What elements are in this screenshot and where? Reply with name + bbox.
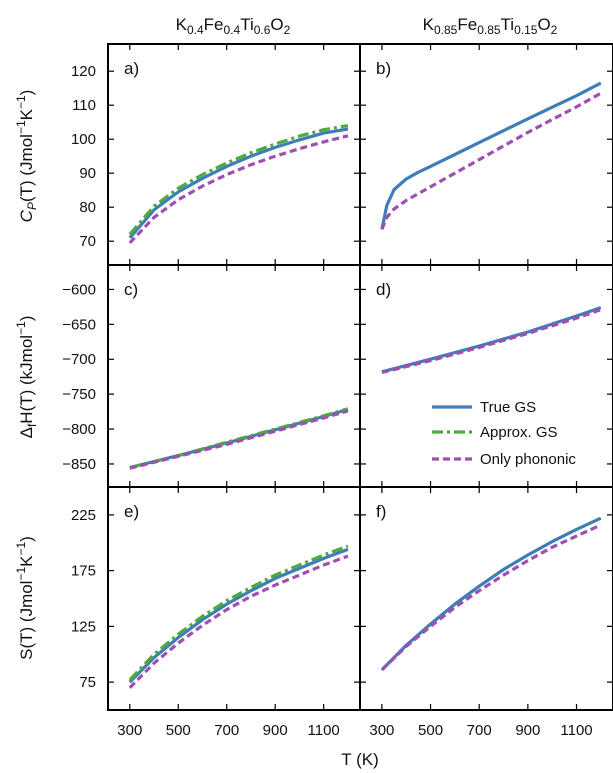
x-tick-label: 500	[166, 722, 191, 739]
series-line-only-phonon	[128, 134, 349, 245]
y-label-s: S(T) (Jmol−1K−1)	[14, 536, 36, 660]
panel-c: −600 −650 −700 −750 −800 −850 c)	[62, 264, 361, 488]
y-tick-label: 75	[79, 674, 96, 691]
series-line-true-gs	[128, 127, 349, 239]
panel-f: 300 500 700 900 1100 f)	[359, 486, 613, 739]
series-line-only-phonon	[129, 409, 349, 470]
y-tick-label: 110	[72, 97, 96, 114]
panel-b: b)	[359, 43, 613, 266]
y-tick-label: 125	[71, 618, 96, 635]
x-tick-label: 700	[467, 722, 492, 739]
panel-frame	[107, 43, 361, 266]
panel-label: d)	[376, 280, 391, 299]
y-tick-label: 120	[71, 63, 96, 80]
series-line-true-gs	[380, 81, 602, 230]
y-label-dh: ΔfH(T) (kJmol−1)	[14, 316, 39, 439]
y-tick-label: 70	[79, 233, 96, 250]
panel-label: a)	[124, 59, 139, 78]
series-line-only-phonon	[128, 554, 349, 689]
y-tick-label: −600	[62, 281, 96, 298]
series-line-approx-gs	[128, 544, 349, 681]
series-line-only-phonon	[380, 91, 602, 230]
x-tick-label: 300	[369, 722, 394, 739]
x-tick-label: 300	[117, 722, 142, 739]
x-tick-label: 900	[515, 722, 540, 739]
y-tick-label: −700	[62, 351, 96, 368]
x-tick-label: 500	[418, 722, 443, 739]
title-left: K0.4Fe0.4Ti0.6O2	[176, 15, 291, 37]
y-tick-label: 225	[71, 507, 96, 524]
legend-label-approx-gs: Approx. GS	[480, 424, 558, 441]
panel-label: f)	[376, 502, 386, 521]
y-label-cp: CP(T) (Jmol−1K−1)	[14, 90, 39, 223]
panel-label: b)	[376, 59, 391, 78]
y-tick-label: 90	[79, 165, 96, 182]
y-tick-label: −750	[62, 386, 96, 403]
series-line-true-gs	[380, 516, 602, 672]
y-tick-label: 100	[71, 131, 96, 148]
panel-frame	[359, 486, 613, 711]
x-tick-label: 1100	[560, 722, 592, 739]
y-tick-label: −850	[62, 456, 96, 473]
series-line-only-phonon	[380, 523, 602, 672]
legend-label-only-phonon: Only phononic	[480, 451, 576, 468]
y-tick-label: −800	[62, 421, 96, 438]
panel-e: 75 125 175 225 300 500 700 900 1100 e)	[71, 486, 361, 739]
y-tick-label: −650	[62, 316, 96, 333]
panel-frame	[359, 43, 613, 266]
legend-label-true-gs: True GS	[480, 399, 536, 416]
x-tick-label: 700	[214, 722, 239, 739]
series-line-approx-gs	[128, 124, 349, 236]
panel-label: e)	[124, 502, 139, 521]
series-line-true-gs	[381, 306, 602, 374]
y-tick-label: 175	[71, 563, 96, 580]
panel-frame	[107, 264, 361, 488]
y-tick-label: 80	[79, 199, 96, 216]
series-line-approx-gs	[129, 407, 349, 470]
panel-label: c)	[124, 280, 138, 299]
title-right: K0.85Fe0.85Ti0.15O2	[423, 15, 558, 37]
x-tick-label: 1100	[308, 722, 340, 739]
panel-a: 70 80 90 100 110 120 a)	[71, 43, 361, 266]
x-label: T (K)	[341, 750, 378, 769]
series-line-true-gs	[128, 547, 349, 684]
x-tick-label: 900	[263, 722, 288, 739]
legend: True GS Approx. GS Only phononic	[432, 399, 576, 468]
series-line-only-phonon	[381, 308, 602, 375]
